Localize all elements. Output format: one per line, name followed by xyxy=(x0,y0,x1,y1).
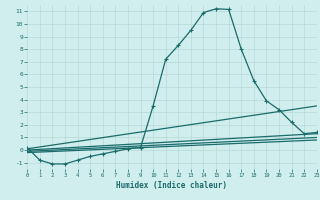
X-axis label: Humidex (Indice chaleur): Humidex (Indice chaleur) xyxy=(116,181,228,190)
